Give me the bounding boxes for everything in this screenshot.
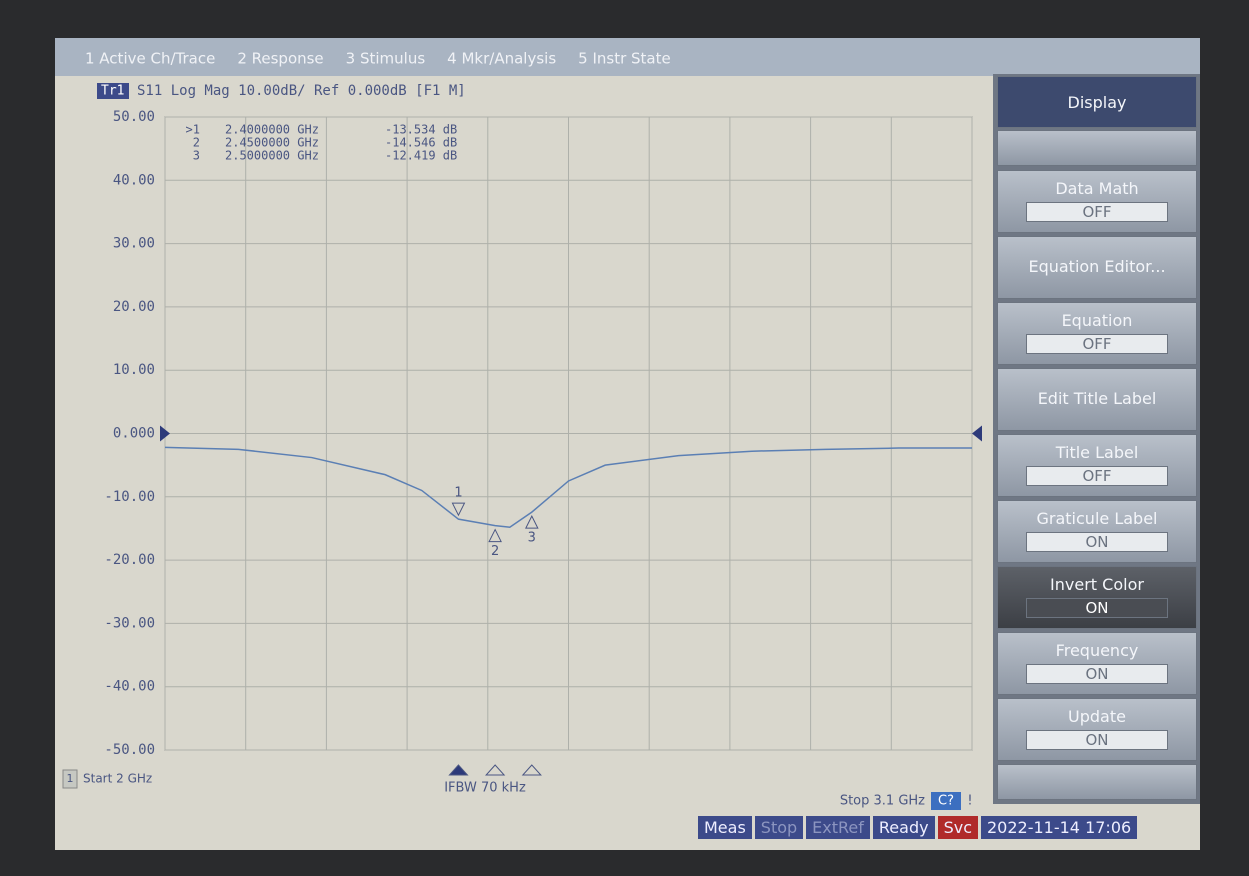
status-item: Meas	[698, 816, 752, 839]
y-tick-label: 10.00	[113, 362, 155, 378]
marker-position	[523, 765, 541, 775]
trace-label: Tr1	[101, 84, 124, 99]
marker-frequency: 2.4500000 GHz	[225, 136, 319, 150]
status-item: Stop	[755, 816, 803, 839]
ifbw: IFBW 70 kHz	[444, 781, 526, 796]
cal-status: C?	[938, 794, 954, 809]
softkey[interactable]: Data Math OFF	[997, 170, 1197, 233]
softkey[interactable]: Equation OFF	[997, 302, 1197, 365]
softkey-label: Data Math	[1055, 179, 1138, 198]
softkey-label: Title Label	[1056, 443, 1139, 462]
softkey-label: Invert Color	[1050, 575, 1144, 594]
y-tick-label: -10.00	[104, 489, 155, 505]
marker-value: -13.534 dB	[385, 123, 457, 137]
softkey-state: ON	[1026, 664, 1168, 684]
menu-item[interactable]: 3 Stimulus	[346, 50, 426, 68]
softkey[interactable]: Edit Title Label	[997, 368, 1197, 431]
status-item: ExtRef	[806, 816, 870, 839]
flag: !	[967, 794, 972, 809]
softkey-title: Display	[997, 76, 1197, 128]
marker-id: >1	[186, 123, 200, 137]
marker-value: -12.419 dB	[385, 149, 457, 163]
y-tick-label: -50.00	[104, 742, 155, 758]
chart-title: S11 Log Mag 10.00dB/ Ref 0.000dB [F1 M]	[137, 83, 466, 99]
y-tick-label: 50.00	[113, 109, 155, 125]
softkey-scroll-up[interactable]	[997, 130, 1197, 166]
marker-id: 2	[193, 136, 200, 150]
softkey-label: Graticule Label	[1037, 509, 1158, 528]
softkey-state: OFF	[1026, 466, 1168, 486]
y-tick-label: -40.00	[104, 679, 155, 695]
marker	[452, 503, 464, 515]
status-item: Svc	[938, 816, 978, 839]
status-item: 2022-11-14 17:06	[981, 816, 1137, 839]
menu-item[interactable]: 1 Active Ch/Trace	[85, 50, 215, 68]
status-item: Ready	[873, 816, 935, 839]
softkey[interactable]: Equation Editor...	[997, 236, 1197, 299]
y-tick-label: 40.00	[113, 172, 155, 188]
y-tick-label: 20.00	[113, 299, 155, 315]
softkey[interactable]: Update ON	[997, 698, 1197, 761]
channel-number: 1	[67, 772, 74, 785]
marker-id: 3	[193, 149, 200, 163]
softkey-label: Frequency	[1056, 641, 1139, 660]
page: 1 Active Ch/Trace 2 Response 3 Stimulus 4 M…	[0, 0, 1249, 876]
marker-value: -14.546 dB	[385, 136, 457, 150]
marker-number: 3	[528, 531, 536, 546]
analyzer-screen: 1 Active Ch/Trace 2 Response 3 Stimulus 4 M…	[55, 38, 1200, 850]
marker-position	[486, 765, 504, 775]
softkey-state: OFF	[1026, 202, 1168, 222]
softkey-state: ON	[1026, 598, 1168, 618]
marker	[526, 516, 538, 528]
y-tick-label: -30.00	[104, 615, 155, 631]
softkey-label: Update	[1068, 707, 1126, 726]
softkey[interactable]: Frequency ON	[997, 632, 1197, 695]
marker	[489, 530, 501, 542]
softkey[interactable]: Title Label OFF	[997, 434, 1197, 497]
marker-number: 2	[491, 544, 499, 559]
y-tick-label: 0.000	[113, 426, 155, 442]
menu-item[interactable]: 2 Response	[237, 50, 323, 68]
menu-item[interactable]: 5 Instr State	[578, 50, 671, 68]
marker-frequency: 2.4000000 GHz	[225, 123, 319, 137]
start-frequency: Start 2 GHz	[83, 772, 152, 786]
softkey-state: ON	[1026, 730, 1168, 750]
softkey-label: Equation	[1062, 311, 1133, 330]
marker-position	[449, 765, 467, 775]
softkey-label: Equation Editor...	[1028, 257, 1165, 276]
softkey-scroll-down[interactable]	[997, 764, 1197, 800]
marker-frequency: 2.5000000 GHz	[225, 149, 319, 163]
softkey-state: ON	[1026, 532, 1168, 552]
reference-marker	[972, 426, 982, 442]
softkey-state: OFF	[1026, 334, 1168, 354]
marker-number: 1	[454, 486, 462, 501]
menu-item[interactable]: 4 Mkr/Analysis	[447, 50, 556, 68]
softkey[interactable]: Invert Color ON	[997, 566, 1197, 629]
y-tick-label: 30.00	[113, 236, 155, 252]
softkey-label: Edit Title Label	[1038, 389, 1157, 408]
stop-frequency: Stop 3.1 GHz	[840, 794, 925, 809]
y-tick-label: -20.00	[104, 552, 155, 568]
softkey[interactable]: Graticule Label ON	[997, 500, 1197, 563]
